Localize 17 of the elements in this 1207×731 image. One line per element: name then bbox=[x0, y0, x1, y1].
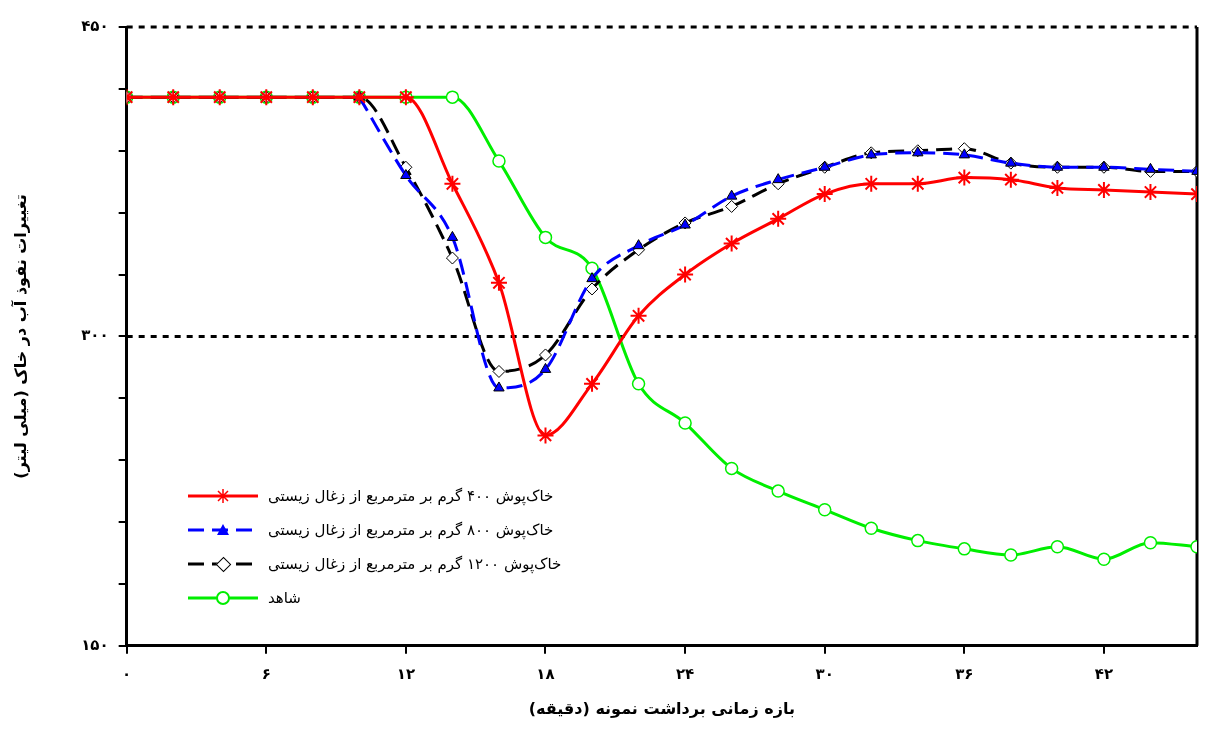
legend-label: شاهد bbox=[268, 589, 301, 607]
y-axis-title: تغییرات نفوذ آب در خاک (میلی لیتر) bbox=[9, 194, 30, 479]
x-tick-label: ۳۶ bbox=[955, 664, 974, 683]
x-tick-label: ۰ bbox=[122, 664, 132, 683]
x-tick-label: ۶ bbox=[261, 664, 271, 683]
y-tick-label: ۱۵۰ bbox=[81, 635, 109, 654]
y-tick-label: ۴۵۰ bbox=[81, 16, 109, 35]
legend-label: خاک‌پوش ۴۰۰ گرم بر مترمربع از زغال زیستی bbox=[268, 487, 554, 505]
x-tick-label: ۲۴ bbox=[675, 664, 695, 683]
x-tick-label: ۱۸ bbox=[536, 664, 555, 683]
legend-label: خاک‌پوش ۱۲۰۰ گرم بر مترمربع از زغال زیستی bbox=[268, 555, 562, 573]
x-tick-label: ۴۲ bbox=[1094, 664, 1114, 683]
x-tick-label: ۱۲ bbox=[396, 664, 416, 683]
x-tick-label: ۳۰ bbox=[815, 664, 834, 683]
legend-label: خاک‌پوش ۸۰۰ گرم بر مترمربع از زغال زیستی bbox=[268, 521, 554, 539]
y-tick-label: ۳۰۰ bbox=[81, 326, 109, 345]
x-axis-title: بازه زمانی برداشت نمونه (دقیقه) bbox=[528, 698, 795, 718]
